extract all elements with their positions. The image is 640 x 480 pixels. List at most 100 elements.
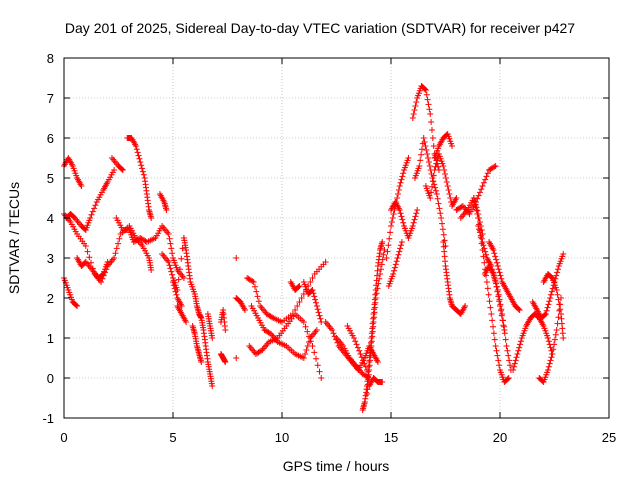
data-markers: [61, 83, 567, 413]
data-point: [314, 362, 321, 369]
data-point: [398, 176, 405, 183]
data-point: [413, 99, 420, 105]
data-point: [354, 344, 361, 351]
data-point: [391, 264, 398, 271]
data-point: [111, 167, 118, 173]
data-point: [86, 254, 93, 261]
data-point: [453, 195, 460, 201]
data-point: [222, 359, 229, 365]
data-point: [492, 163, 499, 169]
chart-title: Day 201 of 2025, Sidereal Day-to-day VTE…: [65, 20, 575, 36]
data-point: [442, 171, 449, 177]
data-point: [428, 183, 435, 190]
data-point: [313, 355, 320, 362]
data-point: [298, 295, 305, 301]
data-point: [490, 323, 497, 330]
series-trace-d: [108, 155, 126, 173]
data-point: [492, 277, 499, 284]
data-point: [361, 360, 368, 367]
data-point: [253, 288, 260, 295]
data-point: [473, 207, 480, 213]
y-tick-label: 2: [47, 291, 54, 306]
data-point: [167, 240, 174, 247]
data-point: [494, 263, 501, 269]
data-point: [500, 317, 507, 324]
data-point: [139, 168, 146, 175]
data-point: [378, 261, 385, 268]
data-point: [410, 111, 417, 117]
data-point: [169, 271, 176, 278]
data-point: [426, 106, 433, 113]
data-point: [488, 311, 495, 317]
data-point: [405, 155, 412, 161]
data-point: [381, 247, 388, 253]
data-point: [435, 200, 442, 207]
data-point: [377, 271, 384, 277]
data-point: [423, 91, 430, 98]
series-trace-t: [233, 295, 248, 313]
data-point: [545, 301, 552, 308]
data-point: [135, 152, 142, 159]
data-point: [421, 139, 428, 145]
data-point: [441, 167, 448, 173]
data-point: [396, 183, 403, 189]
data-point: [423, 147, 430, 153]
data-point: [422, 143, 429, 149]
data-point: [350, 335, 357, 341]
data-point: [497, 301, 504, 308]
data-point: [552, 331, 559, 338]
data-point: [91, 205, 98, 212]
data-point: [507, 362, 514, 369]
data-point: [544, 367, 551, 373]
data-point: [434, 195, 441, 202]
data-point: [482, 176, 489, 183]
data-point: [486, 298, 493, 305]
data-point: [479, 183, 486, 189]
data-point: [411, 216, 418, 223]
series-trace-g: [74, 255, 111, 281]
x-axis-label: GPS time / hours: [283, 458, 390, 474]
data-point: [557, 306, 564, 313]
data-point: [484, 170, 491, 177]
data-point: [330, 330, 337, 337]
data-point: [489, 317, 496, 324]
data-point: [430, 172, 437, 179]
data-point: [445, 187, 452, 193]
data-point: [374, 359, 381, 365]
series-trace-al: [431, 131, 456, 161]
data-point: [492, 253, 499, 260]
data-point: [476, 229, 483, 236]
data-point: [510, 363, 517, 370]
data-point: [505, 375, 512, 381]
data-point: [118, 166, 125, 173]
series-trace-s: [233, 355, 240, 361]
data-point: [396, 248, 403, 255]
series-trace-ae: [366, 375, 386, 389]
data-point: [497, 272, 504, 279]
data-point: [387, 229, 394, 236]
data-point: [546, 360, 553, 367]
data-point: [394, 195, 401, 201]
data-point: [513, 354, 520, 361]
data-point: [170, 282, 177, 289]
data-point: [491, 250, 498, 257]
data-point: [428, 127, 435, 133]
data-point: [495, 291, 502, 298]
data-point: [268, 314, 275, 321]
data-point: [233, 355, 240, 361]
data-point: [494, 352, 501, 359]
data-point: [478, 186, 485, 193]
data-point: [305, 283, 312, 289]
data-point: [551, 341, 558, 348]
data-point: [491, 336, 498, 343]
data-point: [209, 335, 216, 341]
data-point: [409, 115, 416, 121]
data-point: [296, 283, 303, 289]
series-trace-ak: [422, 151, 460, 209]
data-point: [547, 295, 554, 301]
data-point: [418, 146, 425, 153]
data-point: [432, 187, 439, 194]
data-point: [560, 251, 567, 257]
data-point: [555, 296, 562, 303]
y-tick-label: 6: [47, 131, 54, 146]
